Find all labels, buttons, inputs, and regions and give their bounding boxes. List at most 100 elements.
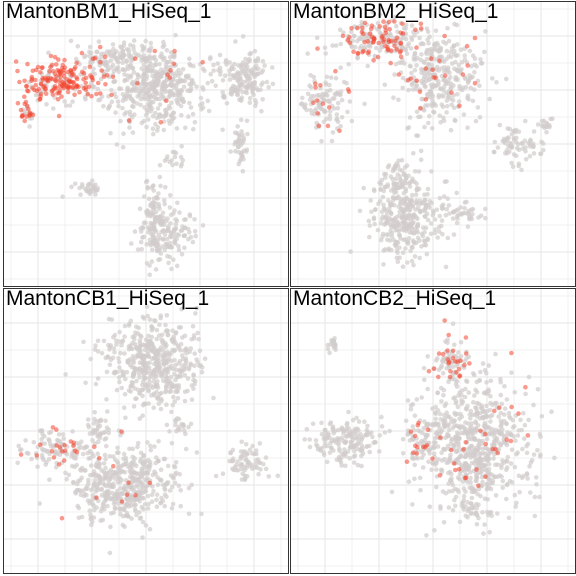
data-point <box>359 453 364 459</box>
data-point <box>195 360 201 365</box>
data-point <box>308 85 314 90</box>
data-point <box>144 304 150 309</box>
data-point <box>173 460 179 465</box>
data-point <box>120 372 125 378</box>
data-point <box>436 68 442 73</box>
data-point <box>245 462 250 467</box>
data-point <box>74 75 79 80</box>
data-point <box>158 120 164 125</box>
data-point <box>164 83 169 89</box>
data-point <box>465 224 471 229</box>
data-point <box>238 117 244 123</box>
data-point <box>410 424 416 429</box>
data-point <box>194 450 200 455</box>
data-point <box>141 62 147 68</box>
data-point <box>511 128 516 134</box>
data-point <box>86 456 91 461</box>
data-point <box>416 169 422 174</box>
data-point <box>400 21 405 27</box>
data-point <box>125 360 131 365</box>
data-point <box>523 157 529 162</box>
data-point <box>48 64 53 70</box>
data-point <box>155 379 160 384</box>
data-point <box>411 239 417 245</box>
data-point <box>511 152 517 157</box>
data-point <box>166 103 172 109</box>
data-point <box>93 343 98 348</box>
data-point <box>150 472 156 478</box>
data-point <box>441 446 446 452</box>
data-point <box>467 361 472 366</box>
data-point <box>264 79 270 85</box>
data-point <box>48 53 54 59</box>
data-point <box>474 379 480 385</box>
data-point <box>425 354 430 359</box>
data-point <box>336 454 342 460</box>
data-point <box>463 426 468 432</box>
data-point <box>444 98 450 103</box>
data-point <box>393 38 398 44</box>
data-point <box>72 181 78 186</box>
data-point <box>92 410 97 415</box>
data-point <box>393 163 398 168</box>
data-point <box>128 389 133 394</box>
data-point <box>169 230 174 235</box>
data-point <box>425 386 430 392</box>
data-point <box>364 433 370 438</box>
data-point <box>168 358 174 364</box>
data-point <box>385 47 391 52</box>
data-point <box>323 82 329 87</box>
data-point <box>173 419 178 424</box>
data-point <box>520 446 525 452</box>
data-point <box>168 244 174 249</box>
data-point <box>53 86 59 91</box>
data-point <box>386 247 391 253</box>
data-point <box>106 491 112 497</box>
data-point <box>266 474 272 479</box>
data-point <box>427 113 432 119</box>
data-point <box>381 206 387 211</box>
data-point <box>146 117 151 122</box>
data-point <box>118 350 123 356</box>
data-point <box>328 88 333 93</box>
data-point <box>164 244 169 249</box>
data-point <box>38 81 44 87</box>
data-point <box>414 397 420 402</box>
data-point <box>157 96 163 102</box>
data-point <box>250 466 255 471</box>
data-point <box>188 105 194 110</box>
data-point <box>538 452 543 457</box>
data-point <box>424 251 430 257</box>
data-point <box>403 418 409 424</box>
data-point <box>440 358 445 363</box>
data-point <box>425 236 430 241</box>
data-point <box>395 240 401 245</box>
data-point <box>343 463 348 469</box>
data-point <box>60 83 65 89</box>
data-point <box>445 431 450 437</box>
data-point <box>472 393 477 398</box>
data-point <box>137 479 142 485</box>
data-point <box>466 354 472 359</box>
data-point <box>248 50 254 56</box>
data-point <box>192 229 198 234</box>
data-point <box>495 145 501 150</box>
data-point <box>154 246 160 252</box>
data-point <box>139 504 145 510</box>
data-point <box>495 474 500 480</box>
data-point <box>75 503 80 509</box>
data-point <box>418 487 423 493</box>
data-point <box>167 59 173 65</box>
data-point <box>514 500 519 506</box>
data-point <box>446 81 451 86</box>
data-point <box>153 200 158 206</box>
data-point <box>251 92 256 98</box>
data-point <box>192 120 198 125</box>
data-point <box>168 389 173 394</box>
data-point <box>394 248 400 253</box>
data-point <box>15 68 20 74</box>
data-point <box>236 161 241 167</box>
data-point <box>453 359 458 364</box>
data-point <box>345 109 350 115</box>
data-point <box>424 70 430 75</box>
